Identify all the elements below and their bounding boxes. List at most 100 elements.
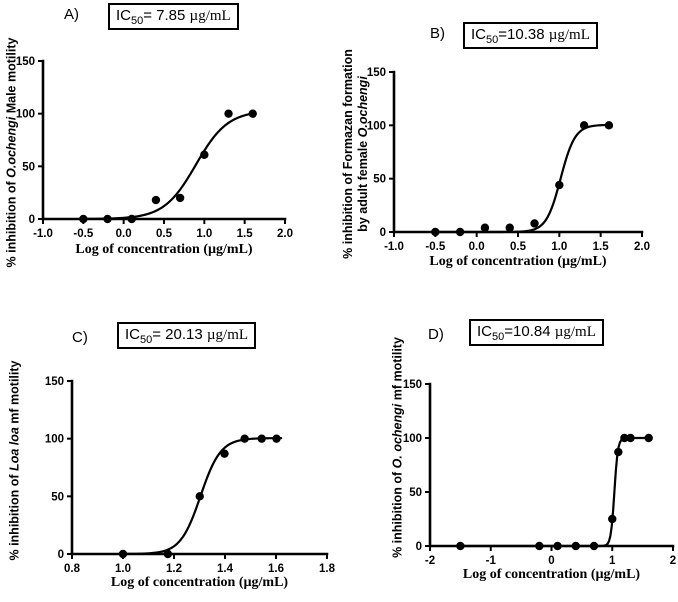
y-axis-label-text: by adult female: [356, 137, 370, 232]
y-axis-label-text: % inhibition of: [4, 177, 19, 267]
x-tick-label: 1.0: [196, 228, 212, 240]
x-tick-label: 0.5: [156, 228, 173, 240]
data-point: [195, 492, 204, 501]
panel-letter: A): [64, 6, 79, 23]
data-point: [455, 227, 465, 237]
x-tick-label: 0.5: [510, 241, 527, 253]
y-tick-label: 100: [16, 109, 35, 121]
y-tick-label: 0: [58, 549, 64, 561]
y-tick-label: 50: [409, 487, 422, 499]
panel-C: 0.8 1.0 1.2 1.4 1.6 1.8 0 50 100 150 C) IC50= 20.…: [0, 301, 339, 602]
x-tick-label: 1.2: [166, 563, 182, 575]
data-point: [589, 541, 599, 551]
y-tick-label: 0: [29, 214, 35, 226]
ic50-prefix: IC: [116, 7, 131, 24]
ic50-value: =10.38: [498, 26, 549, 43]
panel-letter: C): [72, 329, 88, 346]
ic50-unit: µg/mL: [554, 324, 596, 340]
x-tick-label: 1.0: [115, 563, 131, 575]
x-tick-label: 0.8: [64, 563, 81, 575]
x-tick-label: -2: [425, 555, 435, 567]
panel-A: -1.0 -0.5 0.0 0.5 1.0 1.5 2.0 0 50 100 150 A) IC50…: [0, 0, 339, 301]
y-tick-label: 100: [45, 434, 64, 446]
data-point: [248, 109, 257, 118]
data-point: [579, 121, 589, 130]
species-name-italic: O.ochengi: [356, 76, 370, 138]
ic50-prefix: IC: [477, 323, 492, 340]
data-point: [240, 434, 249, 443]
x-axis-label: Log of concentration (µg/mL): [75, 242, 253, 257]
data-point: [553, 541, 562, 551]
panel-letter: B): [430, 25, 445, 42]
y-axis-label-line: by adult female O.ochengi: [356, 23, 371, 285]
x-tick-label: -1: [486, 555, 497, 567]
x-tick-label: 1.5: [593, 241, 610, 253]
x-tick-label: -0.5: [73, 228, 93, 240]
y-tick-label: 150: [16, 56, 35, 68]
y-axis-label-text: % inhibition of: [390, 467, 405, 558]
dose-response-plot-D: -2 -1 0 1 2 0 50 100 150: [403, 379, 676, 567]
y-tick-label: 0: [416, 541, 422, 553]
y-tick-label: 50: [373, 174, 386, 186]
ic50-value-box: IC50= 20.13 µg/mL: [117, 322, 257, 349]
ic50-subscript: 50: [492, 331, 505, 343]
ic50-unit: µg/mL: [548, 27, 590, 43]
x-tick-label: -0.5: [425, 241, 445, 253]
y-tick-label: 150: [45, 376, 64, 388]
x-tick-label: 1.4: [217, 563, 234, 575]
x-tick-label: 0: [548, 555, 554, 567]
x-axis-label: Log of concentration (µg/mL): [429, 254, 607, 269]
x-tick-label: -1.0: [384, 241, 404, 253]
x-tick-label: 2.0: [277, 228, 293, 240]
ic50-prefix: IC: [125, 326, 140, 343]
y-tick-label: 50: [22, 161, 35, 173]
x-tick-label: 1.8: [319, 563, 336, 575]
panel-B: -1.0 -0.5 0.0 0.5 1.0 1.5 2.0 0 50 100 150 B) IC50…: [339, 0, 678, 301]
data-point: [257, 434, 266, 443]
x-axis-label: Log of concentration (µg/mL): [462, 567, 641, 582]
data-point: [620, 433, 629, 443]
data-point: [456, 541, 465, 551]
x-tick-label: 2.0: [634, 241, 650, 253]
data-point: [535, 541, 544, 551]
y-axis-label-line: % inhibition of Formazan formation: [341, 23, 356, 285]
panel-D: -2 -1 0 1 2 0 50 100 150 D) IC50=10.84 µg/mL % i…: [339, 301, 678, 602]
data-point: [220, 449, 229, 458]
data-point: [200, 150, 209, 159]
y-axis-label-text: % inhibition of: [7, 470, 22, 561]
y-tick-label: 50: [51, 491, 64, 503]
y-axis-label-text: mf motility: [390, 336, 405, 404]
data-point: [163, 549, 173, 559]
species-name-italic: Loa loa: [7, 426, 22, 471]
panel-letter: D): [428, 326, 444, 343]
data-point: [151, 195, 161, 205]
data-point: [505, 223, 514, 232]
ic50-value-box: IC50=10.84 µg/mL: [469, 319, 604, 346]
y-tick-label: 150: [367, 67, 386, 79]
data-point: [118, 549, 128, 559]
y-axis-label-line: % inhibition of O. ochengi mf motility: [391, 327, 406, 567]
data-point: [272, 434, 281, 443]
data-point: [555, 180, 564, 190]
ic50-value: = 7.85: [143, 7, 190, 24]
data-point: [431, 227, 440, 237]
ic50-value-box: IC50= 7.85 µg/mL: [108, 3, 239, 30]
dose-response-plot-B: -1.0 -0.5 0.0 0.5 1.0 1.5 2.0 0 50 100 150: [367, 67, 650, 253]
x-tick-label: 1.6: [268, 563, 284, 575]
x-tick-label: -1.0: [33, 228, 53, 240]
ic50-unit: µg/mL: [189, 8, 231, 24]
ic50-value: =10.84: [504, 323, 555, 340]
species-name-italic: O. ochengi: [390, 403, 405, 468]
ic50-value: = 20.13: [152, 326, 207, 343]
x-tick-label: 1: [609, 555, 616, 567]
fit-curve: [80, 111, 257, 221]
data-point: [79, 214, 88, 224]
dose-response-plot-C: 0.8 1.0 1.2 1.4 1.6 1.8 0 50 100 150: [45, 376, 336, 575]
ic50-value-box: IC50=10.38 µg/mL: [463, 22, 598, 49]
y-axis-label: % inhibition of O. ochengi mf motility: [391, 327, 406, 567]
x-tick-label: 0.0: [469, 241, 485, 253]
x-tick-label: 0.0: [116, 228, 132, 240]
data-point: [614, 447, 623, 457]
y-axis-label-text: Male motility: [4, 37, 19, 117]
